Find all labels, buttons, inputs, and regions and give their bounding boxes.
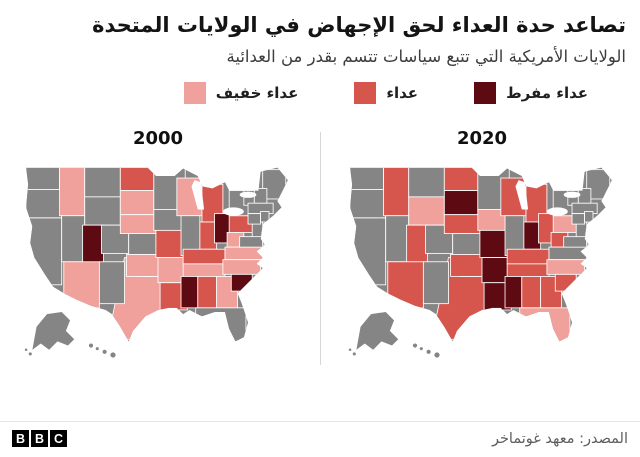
bbc-logo-letter: C [50,430,67,447]
state-SC [230,274,253,292]
state-MS [504,276,523,309]
state-VA [548,246,588,261]
state-SD [119,190,155,216]
year-label-2020: 2020 [456,128,508,150]
state-CT [571,213,586,225]
bbc-logo: B B C [12,430,67,447]
legend-label-leans: عداء خفيف [215,84,299,103]
state-MD [563,236,588,248]
state-HI [434,352,440,358]
state-DE [586,232,596,246]
state-TN [506,263,550,278]
state-MD [239,236,264,248]
state-NM [422,261,449,305]
state-NH [253,188,268,204]
maps-row: 2000 2020 [0,128,640,365]
legend-swatch-leans-icon [183,82,206,105]
state-HI [110,352,116,358]
state-MS [180,276,199,309]
source-credit: المصدر: معهد غوتماخر [491,430,628,447]
state-RI [584,211,594,223]
state-AK [356,312,399,350]
state-AL [197,276,218,309]
state-WY [408,196,445,226]
state-RI [260,211,270,223]
state-NM [98,261,125,305]
state-HI [88,343,94,348]
state-WA [350,167,385,191]
state-KY [506,249,550,265]
state-IN [523,221,542,250]
state-AK [32,312,75,350]
state-UT [406,224,428,265]
state-FL [195,307,247,342]
state-HI [412,343,418,348]
state-ME [586,169,611,200]
state-AZ [63,261,100,309]
us-map-svg-2020 [348,167,612,358]
legend-label-hostile: عداء [386,84,419,103]
year-label-2000: 2000 [132,128,184,150]
state-WA [26,167,61,191]
state-TN [182,263,226,278]
state-UT [82,224,104,265]
state-ND [119,167,155,192]
state-HI [95,347,99,351]
state-ID [383,167,410,217]
bbc-logo-letter: B [12,430,29,447]
legend-label-very: عداء مفرط [506,84,588,103]
state-KY [182,249,226,265]
page-subtitle: الولايات الأمريكية التي تتبع سياسات تتسم… [226,47,627,67]
us-map-svg-2000 [24,167,288,358]
state-CA [26,217,63,286]
state-MT [84,167,121,198]
state-WY [84,196,121,226]
state-NV [61,215,86,263]
footer: B B C المصدر: معهد غوتماخر [0,421,640,457]
state-SC [554,274,577,292]
state-NC [546,259,586,276]
vertical-divider [320,132,321,365]
state-NE [443,214,481,235]
state-VA [224,246,264,261]
state-ID [59,167,86,217]
state-FL [519,307,571,342]
state-AL [521,276,542,309]
state-OR [350,189,387,219]
state-NE [119,214,157,235]
legend: عداء مفرط عداء عداء خفيف [0,66,640,105]
state-NC [222,259,262,276]
state-AZ [387,261,424,309]
legend-item-very: عداء مفرط [474,82,588,105]
page-title: تصاعد حدة العداء لحق الإجهاض في الولايات… [92,13,626,37]
state-HI [426,349,431,355]
state-ND [443,167,479,192]
map-block-2000: 2000 [24,128,292,362]
us-map-2020 [348,155,616,362]
legend-item-leans: عداء خفيف [183,82,299,105]
state-NV [385,215,410,263]
state-SD [443,190,479,216]
state-ME [262,169,287,200]
legend-swatch-hostile-icon [354,82,377,105]
map-block-2020: 2020 [348,128,616,362]
header: تصاعد حدة العداء لحق الإجهاض في الولايات… [0,0,640,66]
state-DE [262,232,272,246]
legend-swatch-very-icon [474,82,497,105]
state-OR [26,189,63,219]
state-HI [102,349,107,355]
state-NH [577,188,592,204]
state-MT [408,167,445,198]
state-CA [350,217,387,286]
us-map-2000 [24,155,292,362]
state-CT [247,213,262,225]
legend-item-hostile: عداء [354,82,419,105]
state-HI [419,347,423,351]
bbc-logo-letter: B [31,430,48,447]
